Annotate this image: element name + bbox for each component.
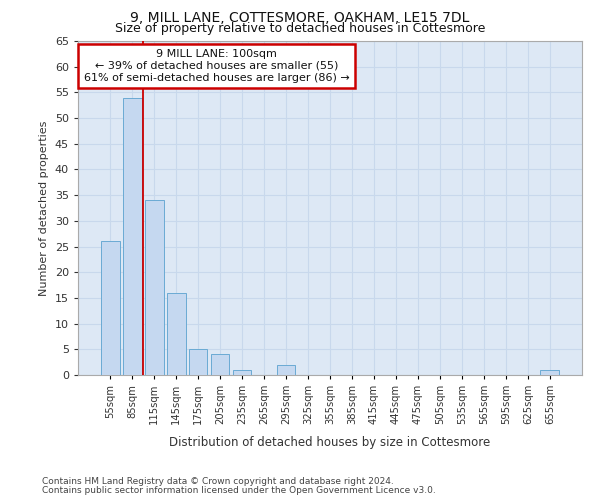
Bar bbox=[101, 242, 119, 375]
Bar bbox=[233, 370, 251, 375]
Bar bbox=[167, 293, 185, 375]
Text: Contains public sector information licensed under the Open Government Licence v3: Contains public sector information licen… bbox=[42, 486, 436, 495]
Text: Contains HM Land Registry data © Crown copyright and database right 2024.: Contains HM Land Registry data © Crown c… bbox=[42, 477, 394, 486]
X-axis label: Distribution of detached houses by size in Cottesmore: Distribution of detached houses by size … bbox=[169, 436, 491, 448]
Text: 9, MILL LANE, COTTESMORE, OAKHAM, LE15 7DL: 9, MILL LANE, COTTESMORE, OAKHAM, LE15 7… bbox=[130, 11, 470, 25]
Bar bbox=[145, 200, 164, 375]
Bar bbox=[541, 370, 559, 375]
Bar bbox=[277, 364, 295, 375]
Text: Size of property relative to detached houses in Cottesmore: Size of property relative to detached ho… bbox=[115, 22, 485, 35]
Text: 9 MILL LANE: 100sqm
← 39% of detached houses are smaller (55)
61% of semi-detach: 9 MILL LANE: 100sqm ← 39% of detached ho… bbox=[84, 50, 349, 82]
Y-axis label: Number of detached properties: Number of detached properties bbox=[39, 120, 49, 296]
Bar bbox=[123, 98, 142, 375]
Bar bbox=[211, 354, 229, 375]
Bar bbox=[189, 350, 208, 375]
